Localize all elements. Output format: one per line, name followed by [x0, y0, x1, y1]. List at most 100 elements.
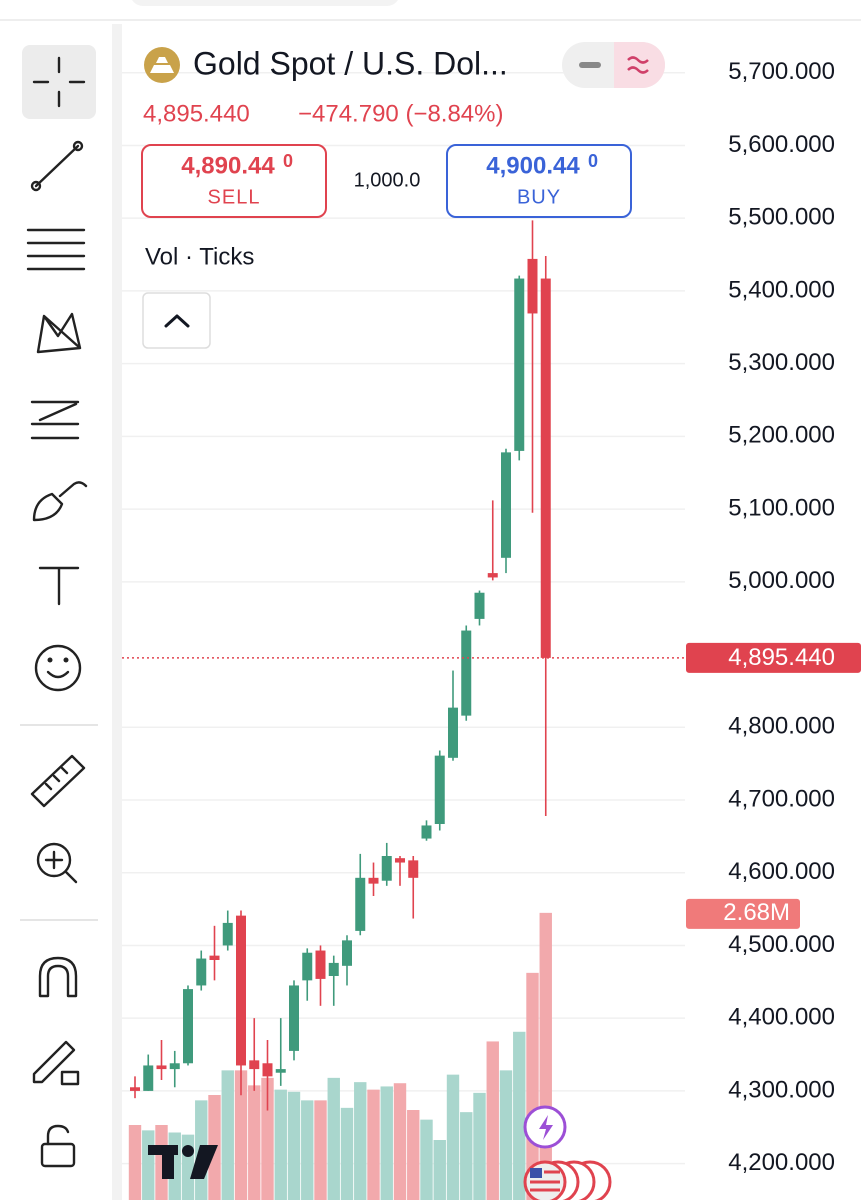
flag-stripes [530, 1170, 560, 1192]
y-tick-label: 5,200.000 [728, 422, 835, 449]
eye [47, 657, 53, 663]
buy-button[interactable] [446, 144, 632, 218]
buy-price-tail: 0 [588, 151, 598, 171]
caret-up [164, 314, 190, 328]
unlock-icon[interactable] [40, 1142, 76, 1168]
candle-body [487, 573, 498, 578]
volume-bar [499, 1070, 513, 1200]
candle-body [421, 825, 432, 839]
candle-body [236, 915, 246, 1066]
volume-bar [420, 1119, 433, 1200]
text-icon[interactable] [38, 566, 80, 606]
candle-body [514, 278, 525, 451]
symbol-title[interactable]: Gold Spot / U.S. Dol... [193, 45, 508, 81]
gold-bars [150, 57, 174, 73]
candle-body [143, 1065, 154, 1091]
candle-body [434, 755, 445, 824]
y-tick-label: 5,300.000 [728, 349, 835, 376]
unlock-shackle [46, 1124, 70, 1146]
trendline-icon[interactable] [34, 144, 80, 188]
candle-body [474, 592, 485, 619]
y-tick-label: 4,400.000 [728, 1004, 835, 1031]
volume-bar [221, 1070, 234, 1200]
candle-body [342, 940, 352, 966]
zoom-plus [44, 850, 78, 884]
candle-body [130, 1087, 140, 1091]
volume-bar [486, 1041, 499, 1200]
fib-icon[interactable] [26, 228, 86, 271]
smile [46, 670, 70, 679]
y-tick-label: 5,400.000 [728, 276, 835, 303]
eye [63, 657, 69, 663]
volume-bar [473, 1092, 486, 1200]
quantity[interactable]: 1,000.0 [354, 169, 421, 191]
volume-bar [142, 1130, 155, 1200]
prediction-icon[interactable] [30, 400, 80, 440]
candle-body [156, 1065, 167, 1070]
last-price: 4,895.440 [143, 100, 250, 127]
sell-button[interactable] [141, 144, 327, 218]
price-tag [686, 642, 861, 673]
volume-bar [460, 1112, 473, 1200]
candle-body [315, 950, 326, 979]
zoom-icon[interactable] [36, 842, 72, 878]
y-tick-label: 4,700.000 [728, 785, 835, 812]
y-tick-label: 5,000.000 [728, 567, 835, 594]
economic-events[interactable] [523, 1160, 612, 1200]
tv-logo [148, 1145, 218, 1179]
y-tick-label: 5,700.000 [728, 58, 835, 85]
lock [60, 1070, 80, 1086]
y-tick-label: 4,500.000 [728, 931, 835, 958]
candle-body [275, 1069, 286, 1073]
volume-bar [340, 1107, 354, 1200]
logo-part [162, 1145, 174, 1179]
volume-bar [380, 1086, 393, 1200]
volume-tag [686, 898, 800, 929]
toggle-active [614, 42, 665, 88]
volume-bar [301, 1100, 314, 1200]
volume-bar [155, 1125, 168, 1200]
lock-draw-icon[interactable] [32, 1040, 76, 1084]
y-tick-label: 5,600.000 [728, 131, 835, 158]
buy-label: BUY [517, 186, 561, 208]
volume-bar [128, 1125, 142, 1200]
candle-body [328, 962, 339, 976]
candle-body [381, 856, 392, 881]
brush-icon[interactable] [32, 481, 88, 522]
y-tick-label: 4,800.000 [728, 713, 835, 740]
price-tag-label: 4,895.440 [728, 644, 835, 671]
sell-label: SELL [208, 186, 261, 208]
volume-bar [539, 912, 552, 1200]
lightning [539, 1115, 553, 1140]
sell-price: 4,890.44 [181, 152, 275, 179]
volume-bar [234, 1070, 248, 1200]
candle-body [209, 955, 220, 960]
candle-body [183, 989, 193, 1064]
candle-body [222, 922, 233, 946]
approx-icon [627, 56, 649, 74]
candle-body [368, 877, 379, 884]
volume-bar [314, 1100, 327, 1200]
candle-body [196, 958, 207, 986]
volume-bar [393, 1083, 407, 1200]
candle-body [262, 1063, 273, 1077]
flag-canton [530, 1168, 542, 1178]
y-tick-label: 4,600.000 [728, 858, 835, 885]
logo-part [190, 1145, 218, 1179]
volume-bar [181, 1134, 195, 1200]
search-bar[interactable] [130, 0, 400, 6]
y-tick-label: 5,100.000 [728, 494, 835, 521]
indicator-legend[interactable]: Vol · Ticks [145, 243, 254, 270]
crosshair-tool[interactable] [22, 45, 96, 119]
candle-body [395, 858, 405, 863]
pattern-icon[interactable] [36, 312, 82, 354]
magnet-icon[interactable] [38, 956, 78, 998]
ruler-icon[interactable] [30, 754, 86, 808]
candle-body [302, 952, 313, 981]
volume-bar [513, 1031, 526, 1200]
candle-body [501, 452, 511, 558]
emoji-icon[interactable] [34, 644, 82, 692]
y-tick-label: 5,500.000 [728, 204, 835, 231]
collapse-button[interactable] [142, 292, 211, 349]
